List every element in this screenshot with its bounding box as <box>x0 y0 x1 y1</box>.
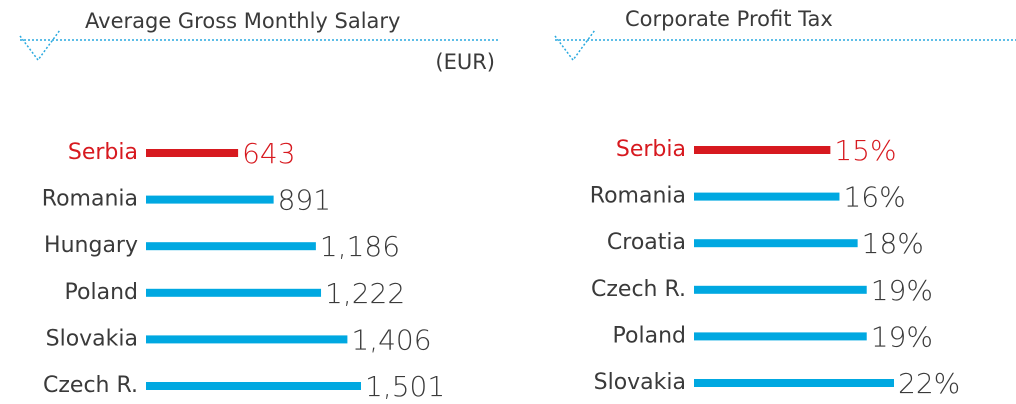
category-label: Poland <box>65 280 138 305</box>
category-label: Hungary <box>44 233 138 258</box>
category-label: Czech R. <box>43 373 138 398</box>
value-label: 16% <box>843 181 905 214</box>
bar <box>146 335 348 344</box>
category-label: Slovakia <box>46 326 138 351</box>
value-label: 891 <box>278 184 331 217</box>
bar <box>146 382 361 390</box>
category-label: Czech R. <box>591 277 686 302</box>
value-label: 1,222 <box>325 277 405 310</box>
chart-title: Average Gross Monthly Salary <box>85 9 400 33</box>
value-label: 643 <box>242 137 295 170</box>
decoration <box>19 29 1016 62</box>
category-label: Serbia <box>616 137 686 162</box>
category-label: Poland <box>613 323 686 348</box>
bar <box>694 192 840 201</box>
bar <box>146 242 316 251</box>
bar <box>694 332 867 341</box>
category-label: Slovakia <box>594 370 686 395</box>
bar <box>694 379 894 387</box>
value-label: 1,406 <box>351 323 431 356</box>
bar <box>694 146 831 154</box>
category-label: Romania <box>42 187 138 212</box>
value-label: 15% <box>834 134 896 167</box>
value-label: 22% <box>898 367 960 400</box>
category-label: Romania <box>590 184 686 209</box>
value-label: 18% <box>862 227 924 260</box>
bar <box>146 195 274 204</box>
chart-subtitle: (EUR) <box>435 50 495 74</box>
chart-title: Corporate Profit Tax <box>625 7 833 31</box>
bar <box>694 285 867 294</box>
value-label: 1,186 <box>320 230 400 263</box>
value-label: 19% <box>871 274 933 307</box>
bar <box>694 239 858 248</box>
value-label: 1,501 <box>365 370 445 403</box>
bar <box>146 288 322 297</box>
category-label: Serbia <box>68 140 138 165</box>
category-label: Croatia <box>607 230 686 255</box>
bar <box>146 149 239 157</box>
value-label: 19% <box>871 320 933 353</box>
